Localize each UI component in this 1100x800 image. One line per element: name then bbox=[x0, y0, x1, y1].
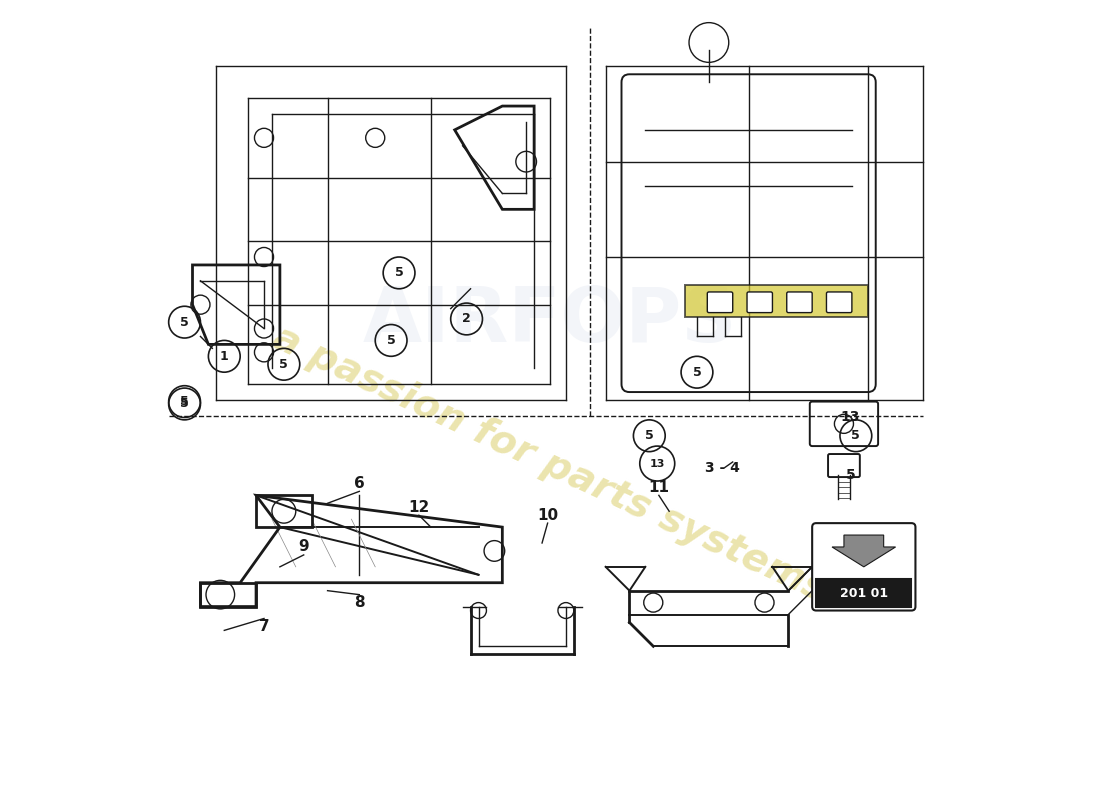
Text: 10: 10 bbox=[537, 508, 558, 522]
Text: 2: 2 bbox=[462, 313, 471, 326]
Text: 5: 5 bbox=[180, 395, 189, 408]
Text: 8: 8 bbox=[354, 595, 364, 610]
Text: 1: 1 bbox=[220, 350, 229, 363]
Text: 3 - 4: 3 - 4 bbox=[705, 461, 740, 474]
FancyBboxPatch shape bbox=[816, 578, 912, 606]
Text: 5: 5 bbox=[387, 334, 396, 347]
FancyBboxPatch shape bbox=[786, 292, 812, 313]
FancyBboxPatch shape bbox=[707, 292, 733, 313]
Text: a passion for parts systems: a passion for parts systems bbox=[267, 318, 833, 609]
FancyBboxPatch shape bbox=[747, 292, 772, 313]
Text: 5: 5 bbox=[693, 366, 702, 378]
FancyBboxPatch shape bbox=[826, 292, 851, 313]
Text: AIRFOPS: AIRFOPS bbox=[363, 283, 737, 358]
Text: 5: 5 bbox=[180, 316, 189, 329]
Text: 5: 5 bbox=[645, 430, 653, 442]
Text: 11: 11 bbox=[648, 480, 669, 495]
Text: 13: 13 bbox=[840, 410, 860, 425]
Text: 5: 5 bbox=[395, 266, 404, 279]
Text: 5: 5 bbox=[851, 430, 860, 442]
Text: 5: 5 bbox=[180, 398, 189, 410]
Text: 5: 5 bbox=[279, 358, 288, 370]
Text: 201 01: 201 01 bbox=[839, 586, 888, 599]
Text: 12: 12 bbox=[408, 500, 429, 514]
Text: 5: 5 bbox=[846, 469, 855, 482]
Polygon shape bbox=[685, 285, 868, 317]
Text: 13: 13 bbox=[650, 458, 664, 469]
Text: 6: 6 bbox=[354, 476, 365, 491]
Text: 7: 7 bbox=[258, 619, 270, 634]
Text: 9: 9 bbox=[298, 539, 309, 554]
Polygon shape bbox=[832, 535, 895, 567]
FancyBboxPatch shape bbox=[812, 523, 915, 610]
